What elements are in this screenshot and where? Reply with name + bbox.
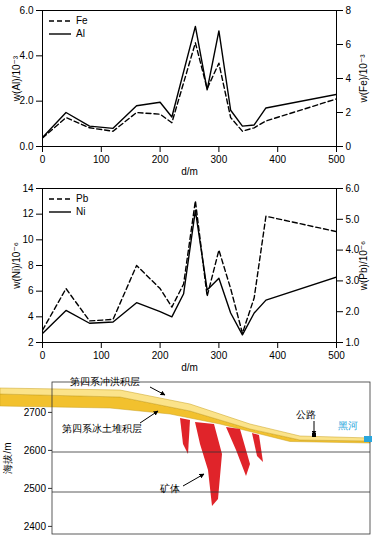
svg-text:300: 300 [211,154,228,165]
svg-text:14: 14 [22,183,34,194]
svg-text:300: 300 [211,350,228,361]
svg-text:w(Ni)/10⁻⁶: w(Ni)/10⁻⁶ [11,242,22,290]
svg-text:200: 200 [152,350,169,361]
svg-text:d/m: d/m [181,166,198,177]
svg-text:4.0: 4.0 [20,50,34,61]
svg-text:4: 4 [346,73,352,84]
svg-text:8: 8 [28,260,34,271]
html-text:Fe: Fe [76,15,88,26]
svg-text:2500: 2500 [24,483,47,494]
svg-text:w(Al)/10⁻³: w(Al)/10⁻³ [11,55,22,102]
svg-text:12: 12 [22,208,34,219]
svg-text:8: 8 [346,5,352,16]
svg-text:d/m: d/m [181,362,198,373]
svg-text:6.0: 6.0 [346,183,360,194]
html-text:Ni: Ni [76,206,86,217]
svg-text:2600: 2600 [24,445,47,456]
svg-text:100: 100 [93,154,110,165]
svg-text:w(Pb)/10⁻⁶: w(Pb)/10⁻⁶ [358,241,369,291]
svg-text:3.0: 3.0 [345,275,360,287]
svg-text:500: 500 [328,154,345,165]
svg-text:200: 200 [152,154,169,165]
svg-text:0: 0 [346,141,352,152]
svg-text:4: 4 [28,311,34,322]
svg-text:2: 2 [28,337,34,348]
svg-text:公路: 公路 [296,409,316,420]
svg-text:2400: 2400 [24,521,47,532]
svg-text:400: 400 [269,154,286,165]
svg-text:0: 0 [40,350,46,361]
svg-text:6: 6 [346,39,352,50]
svg-text:5.0: 5.0 [346,214,360,225]
svg-text:海拔/m: 海拔/m [2,442,13,473]
svg-text:2: 2 [346,107,352,118]
svg-text:第四系冲洪积层: 第四系冲洪积层 [70,376,140,387]
svg-text:4.0: 4.0 [345,244,360,256]
svg-text:6.0: 6.0 [20,5,34,16]
svg-text:500: 500 [328,350,345,361]
svg-text:0: 0 [40,154,46,165]
svg-text:2.0: 2.0 [20,95,34,106]
svg-text:w(Fe)/10⁻³: w(Fe)/10⁻³ [358,54,369,104]
svg-text:0.0: 0.0 [20,141,34,152]
svg-text:黑河: 黑河 [338,420,358,431]
svg-text:2700: 2700 [24,407,47,418]
svg-text:100: 100 [93,350,110,361]
svg-text:矿体: 矿体 [159,483,180,494]
svg-text:400: 400 [269,350,286,361]
svg-text:1.0: 1.0 [346,337,360,348]
svg-text:2.0: 2.0 [346,306,360,317]
svg-text:10: 10 [22,234,34,245]
svg-text:6: 6 [28,285,34,296]
html-text:Pb: Pb [76,193,89,204]
svg-text:第四系冰土堆积层: 第四系冰土堆积层 [62,423,142,434]
html-text:Al: Al [76,28,85,39]
